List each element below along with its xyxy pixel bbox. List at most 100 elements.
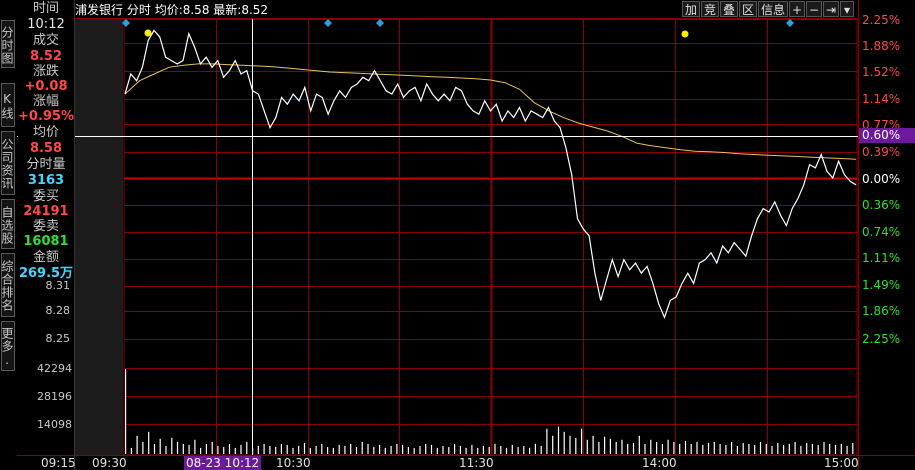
time-label-1500: 15:00 [824, 456, 859, 470]
volume-tick-label: 28196 [37, 390, 72, 403]
volume-bar [240, 444, 242, 454]
volume-bar [292, 447, 294, 454]
volume-bar [217, 445, 219, 454]
volume-bar [338, 444, 340, 454]
volume-bar [621, 439, 623, 454]
time-label-0915: 09:15 [41, 456, 76, 470]
volume-bar [125, 369, 127, 454]
time-value: 10:12 [27, 17, 65, 32]
tab-kline[interactable]: K线图 [0, 83, 15, 127]
volume-bar [563, 431, 565, 454]
volume-bar [182, 443, 184, 454]
volume-bar [465, 447, 467, 454]
volume-bar [246, 441, 248, 454]
percent-tick-label: 1.49% [862, 278, 901, 292]
info-button[interactable]: 信息 [758, 1, 788, 17]
avg-label: 均价 [32, 125, 59, 140]
tab-watchlist[interactable]: 自选股 [0, 199, 15, 249]
zoom-in-icon[interactable]: + [789, 1, 805, 17]
volume-bar [546, 428, 548, 454]
tab-more[interactable]: 更多. [0, 321, 15, 371]
volume-bar [719, 443, 721, 454]
volume-bar [303, 442, 306, 454]
volume-bar [731, 441, 733, 454]
percent-tick-label: 1.11% [862, 251, 901, 265]
volume-bar [309, 447, 311, 454]
news-dot-icon [681, 30, 689, 38]
volume-bar [713, 441, 715, 454]
volume-bar [136, 435, 138, 454]
volume-bar [529, 447, 531, 454]
volume-bar [280, 443, 282, 454]
percent-tick-label: 0.74% [862, 225, 901, 239]
auction-button[interactable]: 竞 [701, 1, 719, 17]
avg-value: 8.58 [29, 141, 63, 156]
add-button[interactable]: 加 [682, 1, 700, 17]
volume-bar [823, 441, 825, 454]
volume-bar [286, 444, 288, 454]
volume-bar [494, 443, 496, 454]
volume-bar [188, 444, 190, 454]
volume-bar [788, 443, 790, 454]
volume-bar [794, 441, 796, 454]
tab-ranking[interactable]: 综合排名 [0, 253, 15, 317]
event-diamond-icon [786, 19, 794, 27]
volume-bar [471, 444, 473, 454]
volume-bar [344, 445, 346, 454]
time-label: 时间 [32, 1, 59, 16]
tab-company-info[interactable]: 公司资讯 [0, 131, 15, 195]
volume-bar [298, 445, 300, 454]
volume-tick-label: 14098 [37, 418, 72, 431]
volume-bar [598, 441, 600, 454]
volume-bar [269, 445, 271, 454]
volume-bar [194, 439, 196, 454]
volume-bar [419, 445, 421, 454]
jump-end-icon[interactable]: ⇥ [823, 1, 839, 17]
volume-bar [777, 442, 779, 454]
volume-bar [384, 447, 386, 454]
volume-bar [656, 441, 658, 454]
tab-time-share[interactable]: 分时图 [0, 20, 15, 68]
event-diamond-icon [122, 19, 130, 27]
overlay-button[interactable]: 叠 [720, 1, 738, 17]
volume-bar [540, 445, 542, 454]
side-tab-column: 分时图 K线图 公司资讯 自选股 综合排名 更多. [0, 0, 17, 470]
amount-value: 269.5万 [18, 266, 74, 281]
volume-bar [586, 439, 588, 454]
volume-bar [523, 445, 525, 454]
volume-bar [852, 442, 854, 454]
volume-bar [263, 443, 265, 454]
deal-label: 成交 [32, 33, 59, 48]
volume-bar [817, 444, 819, 454]
volume-bar [829, 443, 831, 454]
volume-bar [707, 442, 710, 454]
percent-tick-label: 1.86% [862, 304, 901, 318]
volume-bar [488, 446, 490, 454]
volume-bar [257, 445, 259, 454]
volume-bar [505, 447, 508, 454]
volume-bar [390, 445, 392, 454]
volume-bar [223, 446, 225, 454]
stock-name: 浦发银行 [75, 3, 124, 17]
event-diamond-icon [376, 19, 384, 27]
volume-bar [834, 444, 837, 454]
latest-price-value: 8.52 [241, 3, 269, 17]
volume-bar [482, 445, 484, 454]
menu-dropdown-icon[interactable]: ▾ [840, 1, 854, 17]
percent-tick-label: 2.25% [862, 13, 901, 27]
volume-bar [327, 446, 329, 454]
volume-bar [667, 439, 669, 454]
volume-bar [592, 435, 594, 454]
volume-bar [644, 443, 646, 454]
volume-bar [430, 444, 433, 454]
range-button[interactable]: 区 [739, 1, 757, 17]
volume-bar [696, 441, 698, 454]
volume-bar [534, 443, 536, 454]
percent-tick-label: 1.14% [862, 92, 901, 106]
change-label: 涨跌 [32, 64, 59, 79]
zoom-out-icon[interactable]: − [806, 1, 822, 17]
percent-tick-label: 0.36% [862, 198, 901, 212]
volume-bar [350, 443, 352, 454]
volume-bar [402, 444, 404, 454]
